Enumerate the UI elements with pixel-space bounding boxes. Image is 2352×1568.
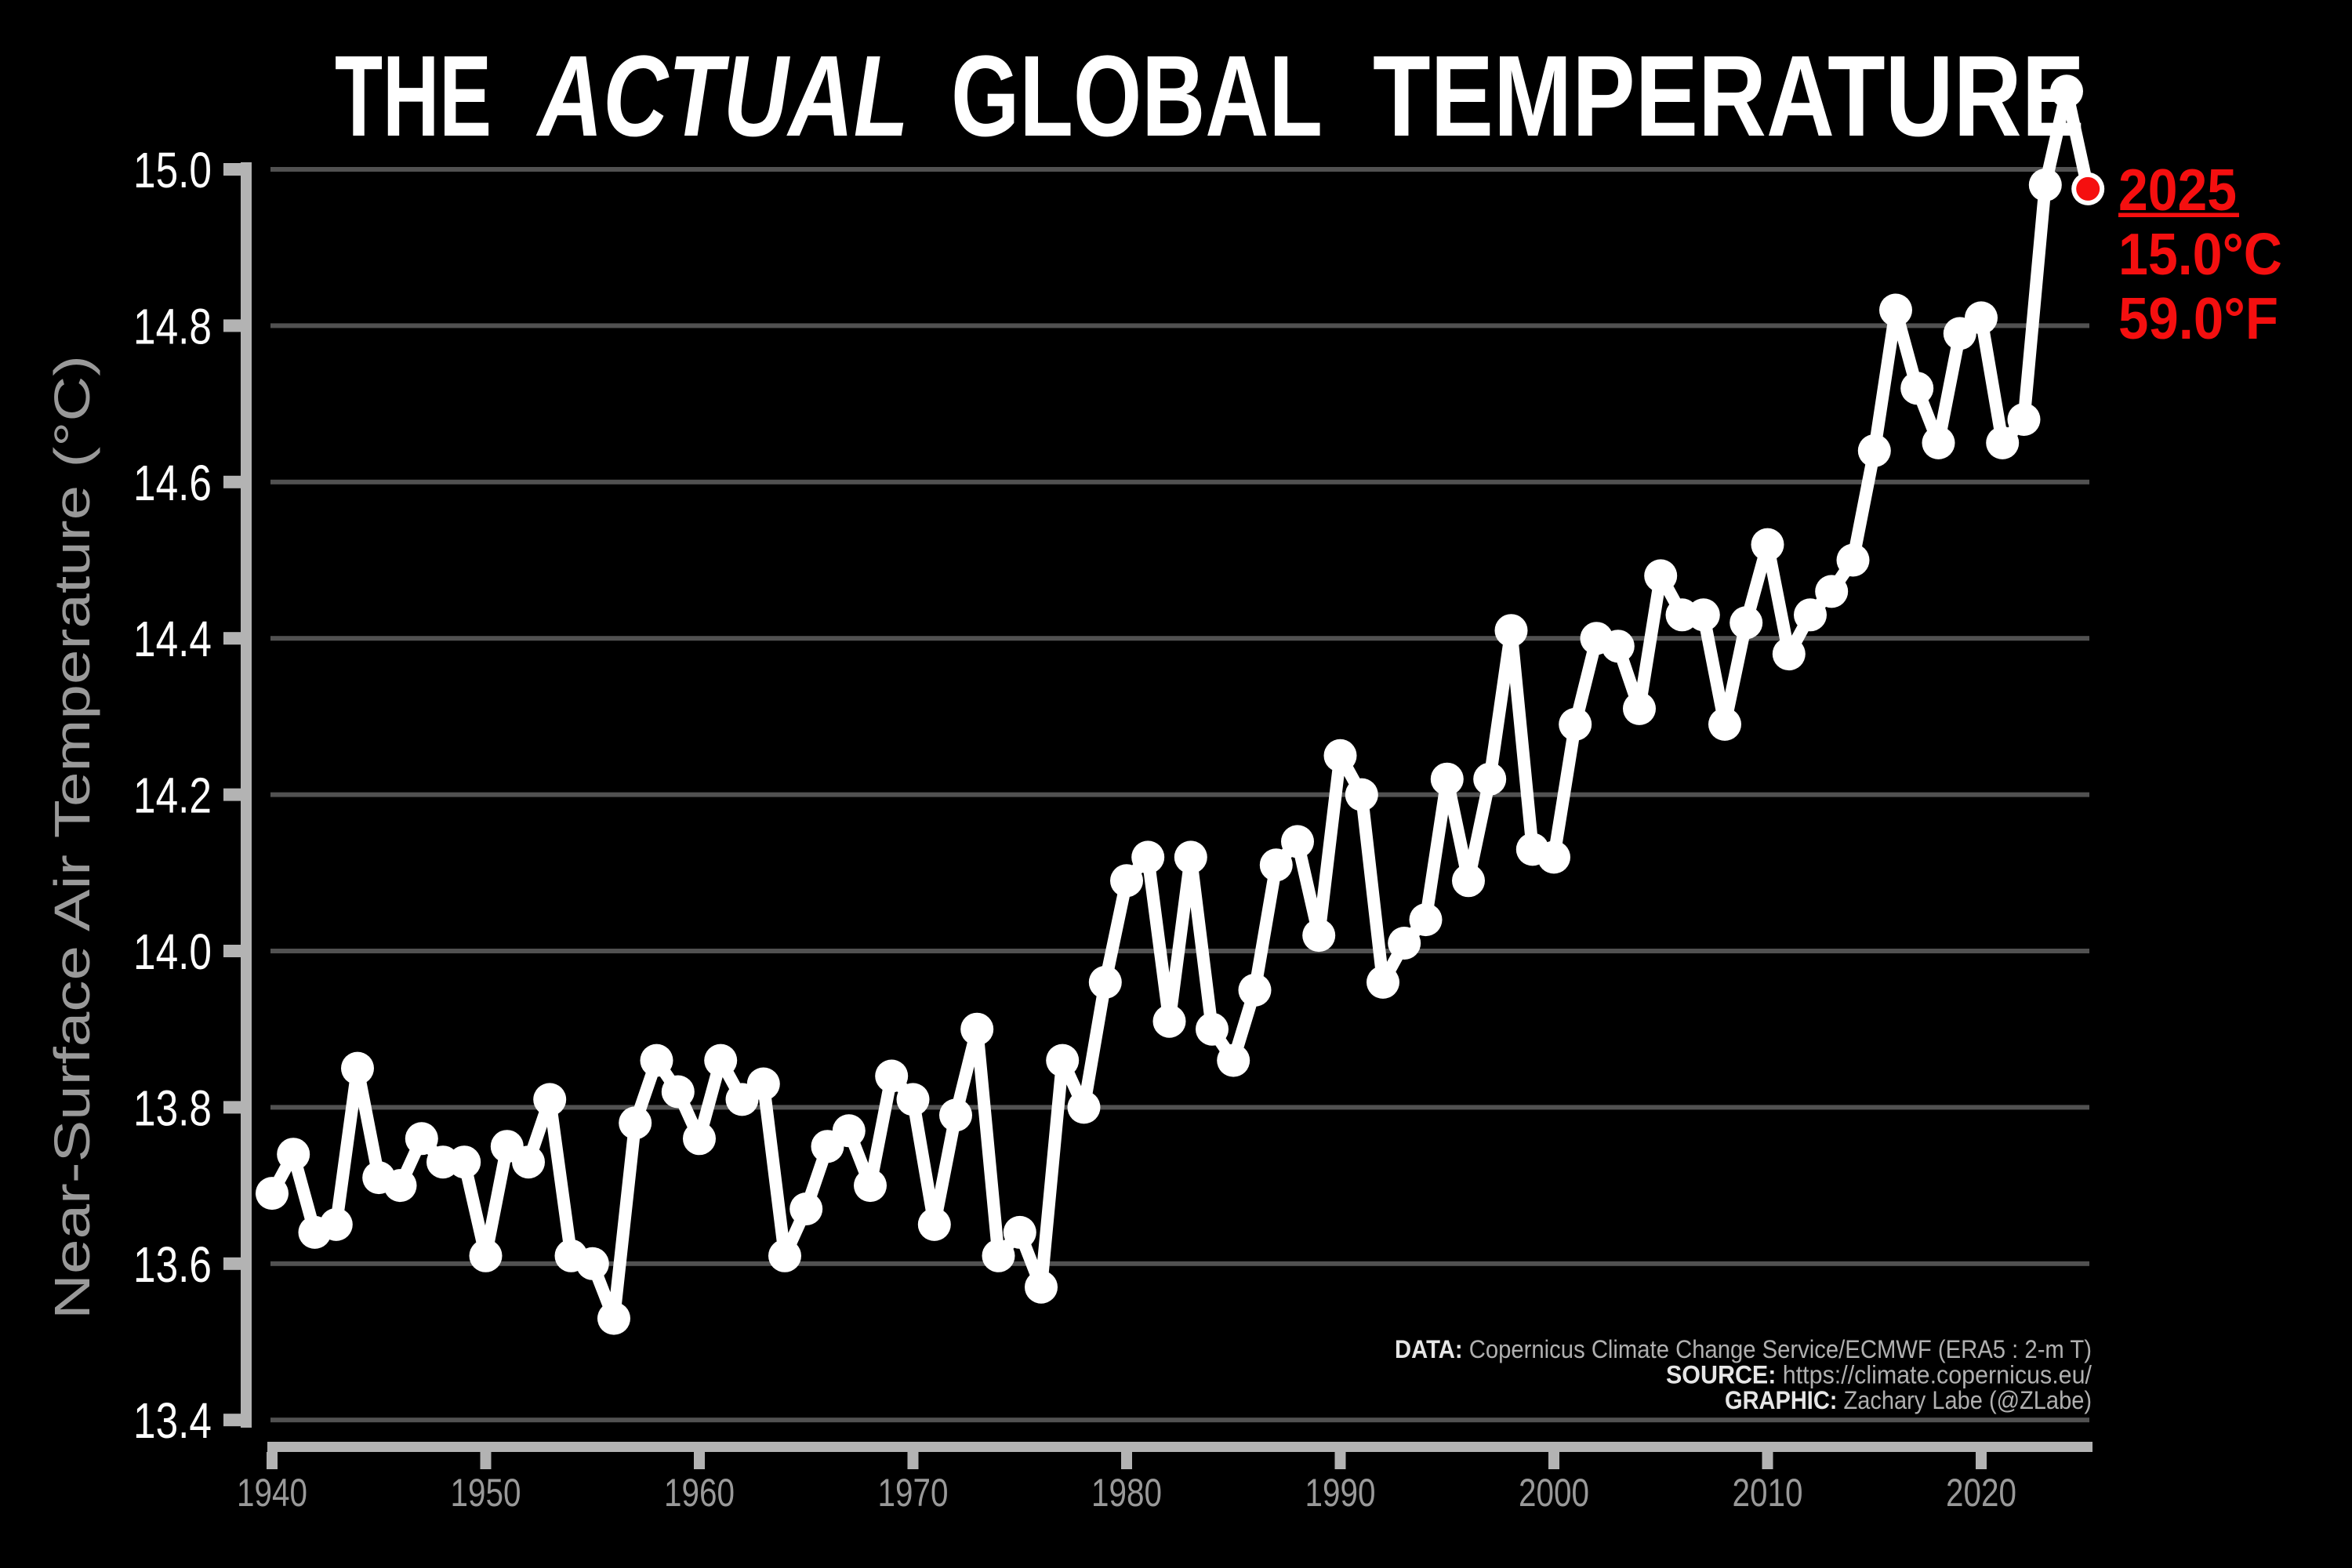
svg-text:15.0°C: 15.0°C xyxy=(2118,221,2282,287)
svg-text:1940: 1940 xyxy=(237,1471,307,1515)
svg-text:1970: 1970 xyxy=(878,1471,949,1515)
svg-text:DATA: Copernicus Climate Chang: DATA: Copernicus Climate Change Service/… xyxy=(1395,1335,2092,1363)
svg-text:59.0°F: 59.0°F xyxy=(2118,285,2278,351)
svg-text:14.6: 14.6 xyxy=(133,455,212,511)
svg-text:14.8: 14.8 xyxy=(133,298,212,354)
svg-text:TEMPERATURE: TEMPERATURE xyxy=(1373,32,2085,161)
svg-text:13.4: 13.4 xyxy=(133,1392,212,1449)
svg-text:1960: 1960 xyxy=(664,1471,735,1515)
svg-text:15.0: 15.0 xyxy=(133,142,212,198)
svg-text:2025: 2025 xyxy=(2118,157,2237,223)
svg-text:GLOBAL: GLOBAL xyxy=(951,32,1323,161)
svg-text:13.8: 13.8 xyxy=(133,1080,212,1136)
svg-text:ACTUAL: ACTUAL xyxy=(535,32,909,161)
svg-text:THE: THE xyxy=(335,32,492,161)
svg-text:2000: 2000 xyxy=(1519,1471,1589,1515)
svg-text:GRAPHIC: Zachary Labe (@ZLabe): GRAPHIC: Zachary Labe (@ZLabe) xyxy=(1725,1386,2092,1414)
svg-text:1980: 1980 xyxy=(1091,1471,1162,1515)
svg-text:1990: 1990 xyxy=(1305,1471,1376,1515)
svg-text:2020: 2020 xyxy=(1946,1471,2016,1515)
svg-text:2010: 2010 xyxy=(1733,1471,1803,1515)
svg-text:14.0: 14.0 xyxy=(133,924,212,980)
svg-text:14.4: 14.4 xyxy=(133,611,212,667)
svg-text:14.2: 14.2 xyxy=(133,768,212,824)
svg-text:13.6: 13.6 xyxy=(133,1236,212,1293)
svg-text:1950: 1950 xyxy=(451,1471,521,1515)
svg-text:SOURCE: https://climate.copern: SOURCE: https://climate.copernicus.eu/ xyxy=(1666,1361,2092,1389)
svg-text:Near-Surface Air Temperature (: Near-Surface Air Temperature (°C) xyxy=(44,355,100,1319)
